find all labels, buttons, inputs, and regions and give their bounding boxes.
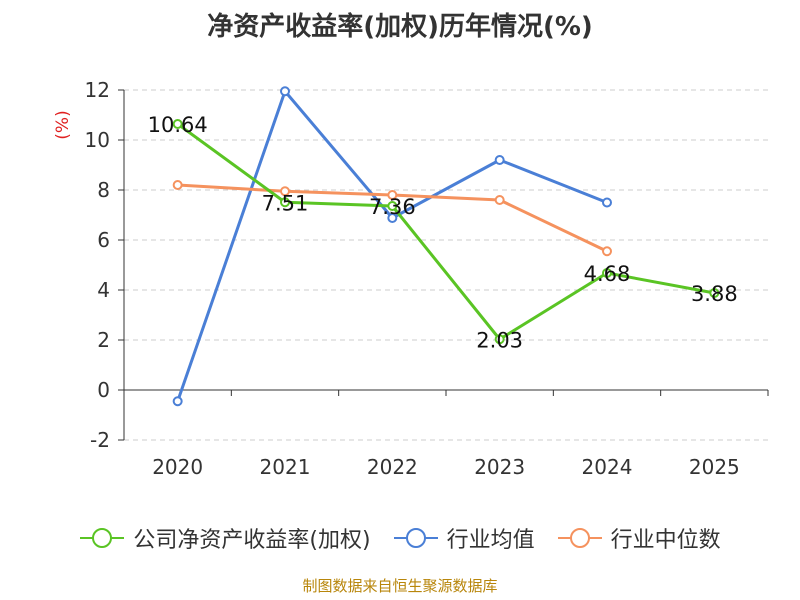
y-tick-label: 8 [97,178,110,202]
data-point [387,213,398,223]
legend-label: 行业均值 [446,528,535,553]
data-point [709,288,720,298]
y-tick-label: -2 [90,428,110,452]
data-label: 4.68 [584,262,631,286]
y-tick-label: 6 [97,228,110,252]
legend-marker-icon [80,528,125,548]
y-tick-label: 2 [97,328,110,352]
grid-layer [124,89,768,441]
x-tick-label: 2023 [474,455,525,479]
y-tick-label: 10 [85,128,110,152]
data-point [387,190,398,200]
data-label: 10.64 [148,113,208,137]
legend-marker-icon [393,528,438,548]
series-line-1 [176,89,608,402]
x-tick-label: 2020 [152,455,203,479]
data-point [280,197,290,208]
data-point [387,201,398,211]
y-tick-label: 0 [97,378,110,402]
y-axis-title: (%) [53,110,73,139]
legend-item[interactable]: 公司净资产收益率(加权) [79,522,371,554]
x-tick-label: 2021 [260,455,311,479]
series-layer [172,86,720,407]
legend-label: 公司净资产收益率(加权) [133,528,371,553]
x-tick-label: 2025 [689,455,740,479]
data-point [494,195,505,205]
legend-marker-icon [557,528,602,548]
legend-item[interactable]: 行业中位数 [557,522,721,554]
data-point [602,197,612,208]
data-label: 7.36 [369,195,416,219]
data-label: 7.51 [262,191,309,215]
data-point [494,155,505,165]
data-point [172,180,183,190]
series-line-0 [176,122,715,341]
y-tick-label: 4 [97,278,110,302]
legend-label: 行业中位数 [610,528,721,553]
data-point [280,186,290,197]
legend-item[interactable]: 行业均值 [393,522,535,554]
data-point [280,86,290,97]
data-point [172,119,183,129]
x-tick-label: 2024 [582,455,633,479]
label-layer: 10.64 7.51 7.36 2.03 4.68 3.88 [148,113,738,352]
data-point [602,246,612,257]
data-point [602,268,612,278]
data-point [172,396,183,407]
source-footer: 制图数据来自恒生聚源数据库 [302,577,498,595]
data-label: 3.88 [691,282,738,306]
x-tick-label: 2022 [367,455,418,479]
y-tick-label: 12 [85,78,110,102]
data-point [494,334,505,345]
data-label: 2.03 [476,328,523,352]
chart-title: 净资产收益率(加权)历年情况(%) [207,12,593,42]
legend: 公司净资产收益率(加权) 行业均值 行业中位数 [0,518,800,558]
axis-layer: -2 0 2 4 6 8 10 12 2020 2021 2022 2023 2024 2025 (%) [53,78,769,479]
